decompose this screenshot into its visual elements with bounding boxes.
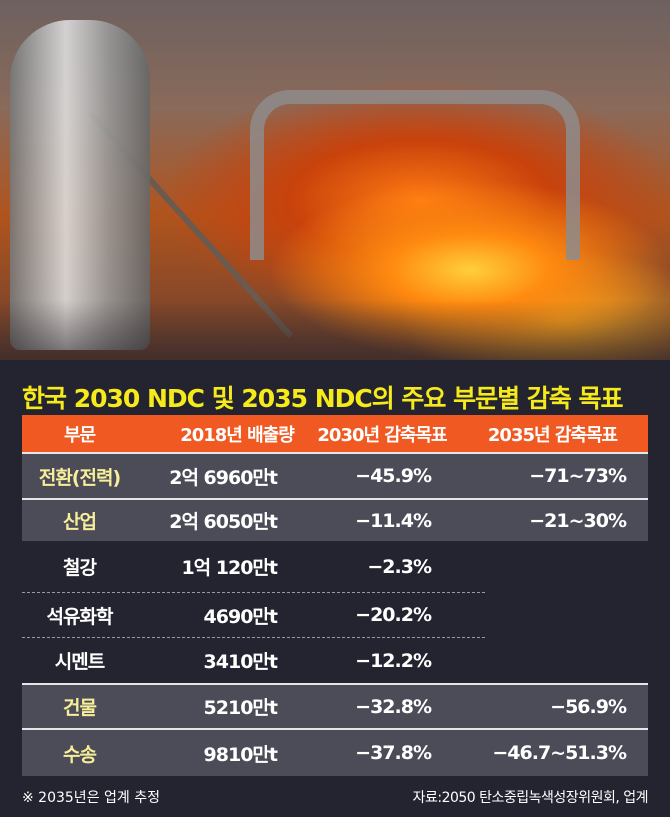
emission-2018-cell: 1억 120만t <box>181 557 278 579</box>
emission-2018-cell: 9810만t <box>203 743 278 766</box>
table-row: 건물 5210만t −32.8% −56.9% <box>22 683 648 728</box>
chart-title: 한국 2030 NDC 및 2035 NDC의 주요 부문별 감축 목표 <box>22 384 624 413</box>
photo-shade <box>0 300 670 360</box>
table-row: 전환(전력) 2억 6960만t −45.9% −71~73% <box>22 452 648 498</box>
table-row: 시멘트 3410만t −12.2% <box>22 638 648 683</box>
target-2035-cell: −56.9% <box>550 695 627 718</box>
furnace-arch <box>250 90 580 260</box>
emission-2018-cell: 2억 6050만t <box>169 511 278 533</box>
worker-in-protective-suit <box>10 20 150 350</box>
header-cell: 부문 <box>63 424 96 446</box>
footnote: ※ 2035년은 업계 추정 <box>22 790 160 806</box>
target-2030-cell: −45.9% <box>355 465 432 487</box>
sector-cell: 건물 <box>63 697 97 719</box>
data-table: 부문 2018년 배출량 2030년 감축목표 2035년 감축목표 전환(전력… <box>22 415 648 776</box>
sector-cell: 수송 <box>63 743 97 766</box>
target-2030-cell: −32.8% <box>355 695 432 718</box>
sector-cell: 전환(전력) <box>38 466 121 489</box>
table-row: 산업 2억 6050만t −11.4% −21~30% <box>22 498 648 541</box>
table-row: 수송 9810만t −37.8% −46.7~51.3% <box>22 728 648 776</box>
table-row: 철강 1억 120만t −2.3% <box>22 541 485 593</box>
target-2030-cell: −2.3% <box>367 555 432 578</box>
target-2030-cell: −11.4% <box>355 509 432 532</box>
emission-2018-cell: 4690만t <box>203 605 278 628</box>
sector-cell: 석유화학 <box>46 605 114 628</box>
sector-cell: 철강 <box>63 557 97 579</box>
target-2035-cell: −71~73% <box>529 465 627 487</box>
steel-furnace-photo <box>0 0 670 360</box>
target-2030-cell: −20.2% <box>355 604 432 626</box>
emission-2018-cell: 3410만t <box>203 651 278 673</box>
header-cell: 2035년 감축목표 <box>487 424 618 446</box>
target-2035-cell: −21~30% <box>529 509 627 532</box>
emission-2018-cell: 5210만t <box>203 697 278 719</box>
source-credit: 자료:2050 탄소중립녹색성장위원회, 업계 <box>412 790 649 806</box>
sector-cell: 산업 <box>63 511 97 533</box>
target-2035-cell: −46.7~51.3% <box>492 742 627 764</box>
target-2030-cell: −37.8% <box>355 742 432 764</box>
target-2030-cell: −12.2% <box>355 649 432 672</box>
header-cell: 2030년 감축목표 <box>317 424 447 446</box>
table-header: 부문 2018년 배출량 2030년 감축목표 2035년 감축목표 <box>22 415 648 452</box>
sector-cell: 시멘트 <box>54 651 105 673</box>
table-row: 석유화학 4690만t −20.2% <box>22 593 485 638</box>
emission-2018-cell: 2억 6960만t <box>169 466 278 489</box>
header-cell: 2018년 배출량 <box>180 424 295 446</box>
